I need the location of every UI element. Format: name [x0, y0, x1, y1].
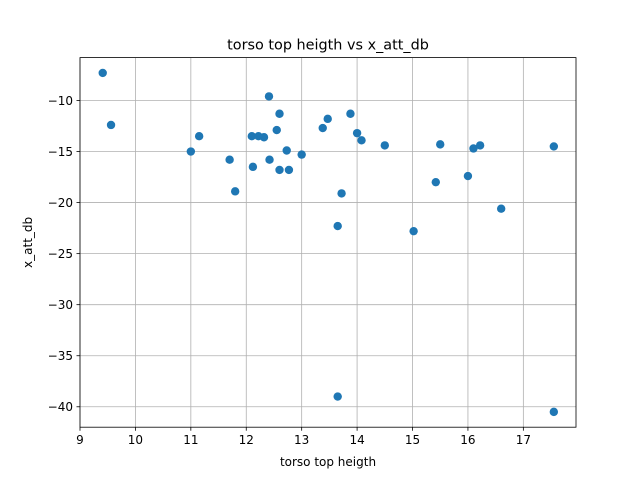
data-points	[98, 68, 559, 417]
scatter-point	[549, 407, 559, 417]
scatter-point	[380, 141, 390, 150]
x-tick-label: 11	[183, 433, 198, 447]
scatter-point	[264, 92, 274, 101]
y-tick-label: −30	[48, 298, 73, 312]
y-tick-label: −25	[48, 247, 73, 261]
scatter-point	[496, 204, 506, 213]
y-axis-ticks: −40 −35 −30 −25 −20 −15 −10	[48, 94, 80, 414]
scatter-point	[275, 165, 284, 175]
scatter-point	[352, 128, 362, 138]
scatter-point	[248, 162, 258, 172]
scatter-point	[463, 171, 473, 181]
scatter-point	[323, 114, 332, 124]
axes-frame	[79, 57, 577, 428]
scatter-point	[431, 177, 440, 187]
scatter-point	[265, 155, 274, 164]
scatter-point	[247, 132, 256, 141]
scatter-point	[297, 150, 306, 159]
scatter-point	[469, 144, 478, 153]
scatter-point	[272, 125, 281, 135]
scatter-point	[436, 140, 445, 149]
y-axis-label: x_att_db	[21, 217, 35, 268]
scatter-point	[333, 392, 342, 401]
y-tick-label: −15	[48, 145, 73, 159]
scatter-point	[284, 165, 294, 175]
scatter-point	[194, 132, 204, 141]
x-tick-label: 10	[128, 433, 143, 447]
scatter-point	[282, 146, 291, 155]
scatter-point	[549, 142, 559, 151]
scatter-point	[409, 226, 418, 236]
scatter-point	[318, 123, 327, 133]
scatter-point	[357, 136, 366, 145]
y-tick-label: −20	[48, 196, 73, 210]
y-tick-label: −10	[48, 94, 73, 108]
x-tick-label: 16	[460, 433, 475, 447]
x-tick-label: 14	[349, 433, 364, 447]
y-tick-label: −40	[48, 400, 73, 414]
scatter-point	[186, 147, 196, 156]
scatter-point	[106, 120, 116, 130]
scatter-point	[346, 109, 355, 118]
grid-lines	[79, 57, 576, 428]
x-tick-label: 9	[76, 433, 84, 447]
scatter-point	[333, 221, 342, 231]
scatter-point	[259, 133, 269, 142]
x-tick-label: 17	[516, 433, 531, 447]
scatter-point	[225, 155, 234, 164]
x-tick-label: 15	[405, 433, 420, 447]
scatter-point	[475, 141, 485, 150]
x-axis-ticks: 9 10 11 12 13 14 15 16 17	[76, 427, 531, 447]
scatter-point	[275, 109, 284, 118]
scatter-point	[337, 189, 346, 198]
scatter-point	[230, 187, 240, 196]
x-tick-label: 13	[294, 433, 309, 447]
x-tick-label: 12	[239, 433, 254, 447]
chart-title: torso top heigth vs x_att_db	[227, 38, 429, 54]
y-tick-label: −35	[48, 349, 73, 363]
scatter-point	[98, 68, 107, 78]
x-axis-label: torso top heigth	[280, 455, 376, 469]
